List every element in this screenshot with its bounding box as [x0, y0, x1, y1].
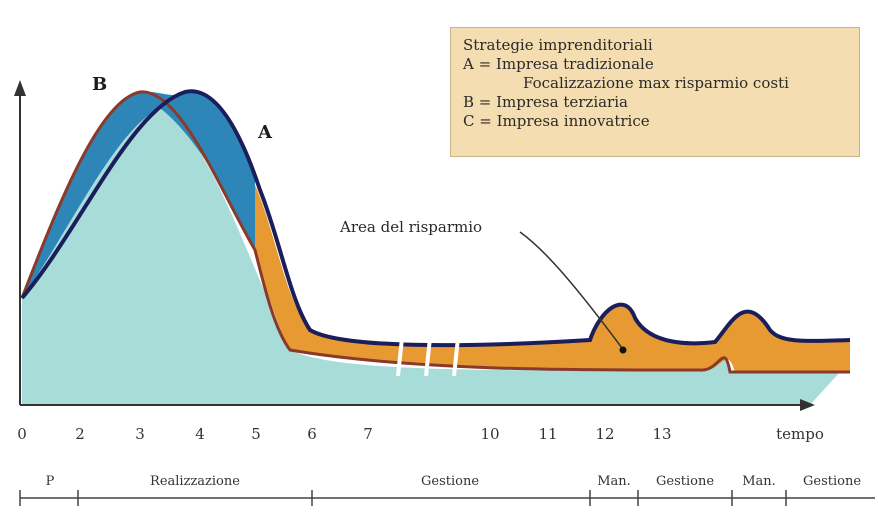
phase-label: Man. — [742, 474, 776, 489]
x-tick: 10 — [480, 425, 500, 443]
phase-label: Man. — [597, 474, 631, 489]
legend-box: Strategie imprenditoriali A = Impresa tr… — [450, 27, 860, 157]
x-tick: 4 — [195, 425, 205, 443]
x-tick: 12 — [595, 425, 615, 443]
curve-label-b: B — [92, 74, 108, 95]
x-tick: 13 — [652, 425, 672, 443]
legend-title: Strategie imprenditoriali — [463, 36, 653, 54]
axis-break-marks — [396, 337, 460, 377]
x-tick: 7 — [363, 425, 373, 443]
phase-label: Gestione — [655, 474, 715, 489]
curve-a-line — [20, 89, 851, 348]
annotation-dot — [619, 346, 627, 354]
legend-item-c: C = Impresa innovatrice — [463, 112, 650, 130]
x-tick: 11 — [538, 425, 558, 443]
phase-label: Gestione — [802, 474, 862, 489]
phase-dividers — [19, 490, 787, 506]
area-base — [22, 108, 840, 405]
phase-label: Gestione — [420, 474, 480, 489]
x-tick: 2 — [75, 425, 85, 443]
x-axis-label: tempo — [776, 425, 824, 443]
legend-item-a: A = Impresa tradizionale — [463, 55, 654, 73]
curve-b-line — [20, 90, 850, 374]
annotation-leader — [519, 231, 623, 349]
x-tick: 0 — [17, 425, 27, 443]
x-tick: 6 — [307, 425, 317, 443]
curve-label-a: A — [258, 122, 272, 143]
y-axis-arrow — [14, 80, 26, 96]
legend-item-b: B = Impresa terziaria — [463, 93, 628, 111]
annotation-saving-area: Area del risparmio — [340, 218, 483, 236]
x-tick: 5 — [251, 425, 261, 443]
phase-label: P — [45, 474, 55, 489]
legend-item-a-focus: Focalizzazione max risparmio costi — [523, 74, 789, 92]
x-tick: 3 — [135, 425, 145, 443]
phase-label: Realizzazione — [150, 474, 240, 489]
x-axis-arrow — [800, 399, 815, 411]
